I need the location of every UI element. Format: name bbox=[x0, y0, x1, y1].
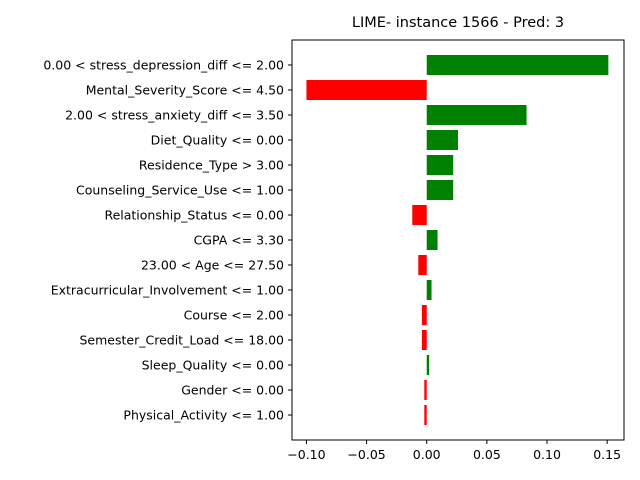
y-tick-label-12: Sleep_Quality <= 0.00 bbox=[142, 358, 284, 373]
x-tick-label-3: 0.05 bbox=[473, 447, 501, 462]
x-tick-label-1: −0.05 bbox=[347, 447, 385, 462]
y-tick-label-10: Course <= 2.00 bbox=[184, 308, 284, 323]
y-tick-label-3: Diet_Quality <= 0.00 bbox=[151, 133, 284, 148]
bar-11 bbox=[421, 330, 427, 350]
bar-8 bbox=[418, 255, 427, 275]
x-tick-label-0: −0.10 bbox=[287, 447, 325, 462]
bar-4 bbox=[426, 155, 454, 175]
bar-6 bbox=[412, 205, 427, 225]
bar-7 bbox=[426, 230, 438, 250]
y-tick-label-14: Physical_Activity <= 1.00 bbox=[123, 408, 284, 423]
bar-0 bbox=[426, 55, 609, 75]
y-tick-label-13: Gender <= 0.00 bbox=[181, 383, 284, 398]
bar-13 bbox=[424, 380, 427, 400]
bar-12 bbox=[426, 355, 430, 375]
bar-1 bbox=[306, 80, 427, 100]
bars-group bbox=[306, 55, 609, 425]
y-tick-label-1: Mental_Severity_Score <= 4.50 bbox=[86, 83, 284, 98]
bar-3 bbox=[426, 130, 458, 150]
bar-5 bbox=[426, 180, 454, 200]
bar-9 bbox=[426, 280, 432, 300]
y-tick-label-0: 0.00 < stress_depression_diff <= 2.00 bbox=[43, 58, 284, 73]
x-ticks: −0.10 −0.05 0.00 0.05 0.10 0.15 bbox=[287, 440, 621, 462]
x-tick-label-5: 0.15 bbox=[593, 447, 621, 462]
plot-frame bbox=[291, 39, 625, 441]
y-tick-label-2: 2.00 < stress_anxiety_diff <= 3.50 bbox=[65, 108, 284, 123]
chart-title: LIME- instance 1566 - Pred: 3 bbox=[352, 15, 564, 31]
x-tick-label-4: 0.10 bbox=[533, 447, 561, 462]
x-tick-label-2: 0.00 bbox=[413, 447, 441, 462]
y-tick-labels: 0.00 < stress_depression_diff <= 2.00 Men… bbox=[43, 58, 292, 423]
y-tick-label-4: Residence_Type > 3.00 bbox=[139, 158, 284, 173]
bar-2 bbox=[426, 105, 527, 125]
bar-10 bbox=[421, 305, 427, 325]
y-tick-label-5: Counseling_Service_Use <= 1.00 bbox=[76, 183, 284, 198]
y-tick-label-9: Extracurricular_Involvement <= 1.00 bbox=[51, 283, 284, 298]
y-tick-label-7: CGPA <= 3.30 bbox=[194, 233, 284, 248]
y-tick-label-11: Semester_Credit_Load <= 18.00 bbox=[80, 333, 285, 348]
y-tick-label-8: 23.00 < Age <= 27.50 bbox=[141, 258, 284, 273]
y-tick-label-6: Relationship_Status <= 0.00 bbox=[104, 208, 284, 223]
bar-14 bbox=[424, 405, 427, 425]
